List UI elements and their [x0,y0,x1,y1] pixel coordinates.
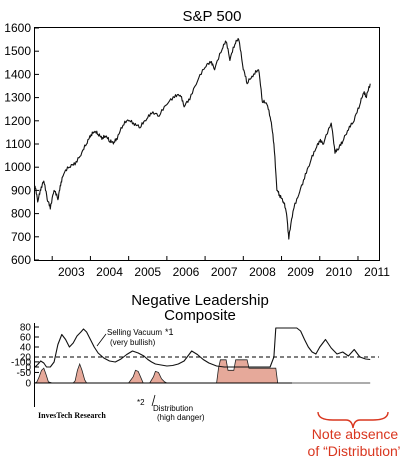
sp500-plot-frame [34,27,380,261]
sp500-y-tick-label: 600 [11,253,31,267]
distribution-marker: *2 [137,398,145,407]
note-line-1: Note absence [312,426,399,442]
composite-y-tick-label: 60 [20,333,32,344]
sp500-x-tick-label: 2008 [249,265,276,279]
sp500-x-tick-label: 2004 [96,265,123,279]
sp500-x-axis: 2003 2004 2005 2006 2007 2008 2009 2010 2011 [51,256,390,279]
distribution-label: Distribution [153,404,193,413]
selling-vacuum-sublabel: (very bullish) [110,338,156,347]
composite-y-tick-label: 20 [20,353,32,364]
sp500-y-tick-label: 900 [11,183,31,197]
selling-vacuum-marker: *1 [165,327,174,337]
sp500-y-tick-label: 1300 [4,91,31,105]
sp500-x-tick-label: 2009 [287,265,314,279]
sp500-x-tick-label: 2003 [58,265,85,279]
composite-title-line-2: Composite [164,307,236,324]
composite-lower-y-tick-label: 0 [25,379,31,390]
composite-y-tick-label: 80 [20,323,32,334]
selling-vacuum-label: Selling Vacuum *1 [107,327,174,337]
composite-y-tick-label: 40 [20,343,32,354]
composite-title-line-1: Negative Leadership [131,292,269,309]
sp500-y-tick-label: 1500 [4,44,31,58]
sp500-x-tick-label: 2006 [173,265,200,279]
sp500-y-tick-label: 700 [11,230,31,244]
distribution-pointer [151,394,156,407]
sp500-y-tick-label: 1200 [4,114,31,128]
composite-y-tick-label: 0 [25,363,31,374]
composite-lower-y-tick-label: -100 [11,357,31,368]
sp500-y-axis: 600 700 800 900 1000 1100 1200 1300 1400 1500 1600 [4,21,39,267]
selling-vacuum-text: Selling Vacuum [107,328,162,337]
note-brace [317,411,389,429]
distribution-sublabel: (high danger) [157,413,205,422]
selling-vacuum-line [34,327,371,368]
sp500-y-tick-label: 800 [11,207,31,221]
sp500-x-tick-label: 2010 [326,265,353,279]
sp500-y-tick-label: 1400 [4,67,31,81]
sp500-y-tick-label: 1000 [4,160,31,174]
sp500-price-line [34,37,371,240]
sp500-chart-title: S&P 500 [183,8,242,25]
distribution-area [33,359,371,384]
sp500-x-tick-label: 2005 [134,265,161,279]
sp500-x-tick-label: 2007 [211,265,238,279]
credit-label: InvesTech Research [38,411,106,420]
note-line-2: of “Distribution” [308,443,400,459]
selling-vacuum-pointer [96,333,107,347]
sp500-y-tick-label: 1600 [4,21,31,35]
composite-lower-y-tick-label: -50 [17,368,32,379]
sp500-y-tick-label: 1100 [5,137,31,151]
sp500-x-tick-label: 2011 [364,265,390,279]
